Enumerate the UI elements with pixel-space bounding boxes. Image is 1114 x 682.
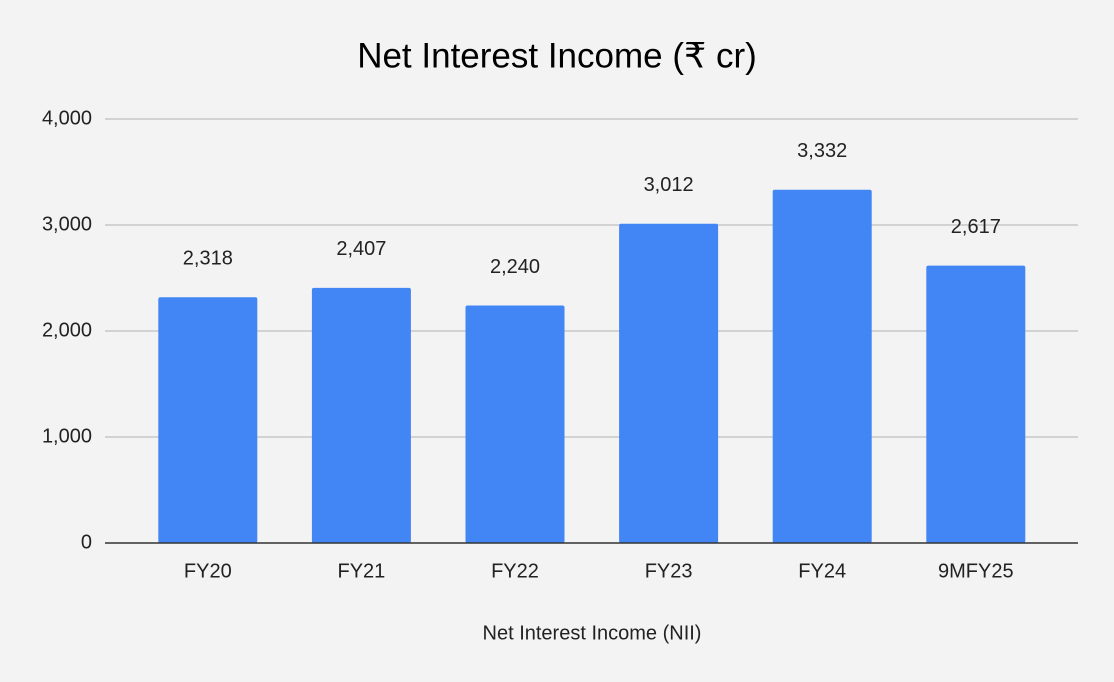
bar	[926, 265, 1026, 543]
bar	[772, 189, 872, 544]
bar	[619, 223, 719, 543]
y-tick-label: 0	[81, 531, 92, 553]
x-tick-label: FY22	[491, 560, 539, 582]
bar	[311, 287, 411, 543]
value-label: 2,407	[336, 238, 386, 260]
value-label: 2,617	[951, 216, 1001, 238]
chart-title: Net Interest Income (₹ cr)	[357, 36, 757, 75]
y-tick-label: 4,000	[42, 107, 92, 129]
value-label: 2,240	[490, 256, 540, 278]
x-tick-label: 9MFY25	[938, 560, 1014, 582]
bar	[465, 305, 565, 543]
x-tick-label: FY24	[798, 560, 846, 582]
x-tick-label: FY23	[645, 560, 693, 582]
x-tick-label: FY21	[337, 560, 385, 582]
value-label: 3,332	[797, 140, 847, 162]
bar	[158, 297, 258, 543]
x-tick-label: FY20	[184, 560, 232, 582]
y-tick-label: 3,000	[42, 213, 92, 235]
value-label: 2,318	[183, 248, 233, 270]
x-axis-title: Net Interest Income (NII)	[483, 622, 702, 644]
value-label: 3,012	[644, 174, 694, 196]
y-tick-label: 2,000	[42, 319, 92, 341]
y-tick-label: 1,000	[42, 425, 92, 447]
